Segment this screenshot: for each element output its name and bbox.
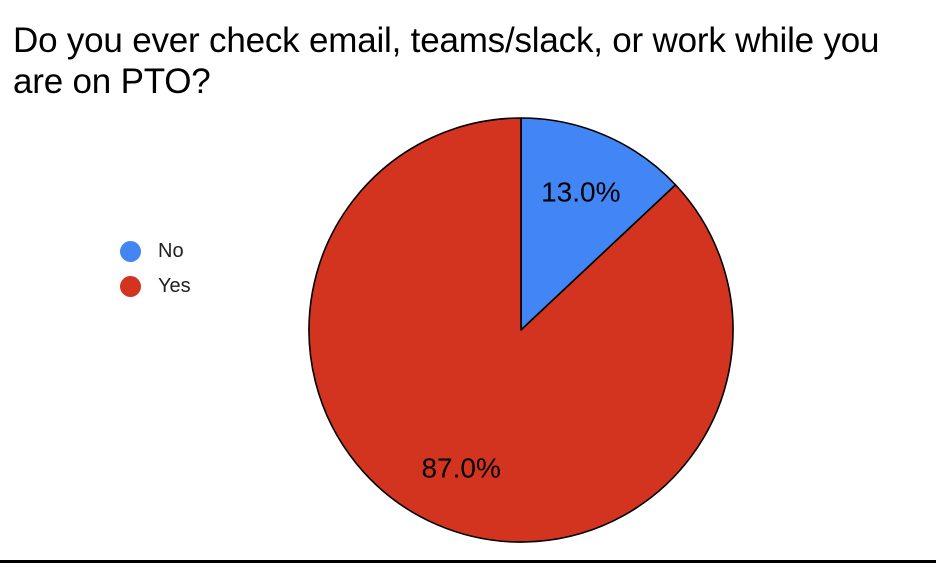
pie-slice-no <box>520 117 677 331</box>
legend-swatch-yes-icon <box>120 276 141 297</box>
pie-slice-yes <box>308 117 734 543</box>
legend-swatch-no-icon <box>120 241 141 262</box>
legend-item-yes: Yes <box>120 269 191 304</box>
slice-label-no: 13.0% <box>541 176 620 207</box>
chart-title: Do you ever check email, teams/slack, or… <box>13 21 880 101</box>
legend-label-no: No <box>158 240 184 262</box>
legend-item-no: No <box>120 234 191 269</box>
pie-slices <box>308 117 734 543</box>
legend: No Yes <box>120 234 191 304</box>
legend-label-yes: Yes <box>158 275 191 297</box>
bottom-border <box>0 560 936 563</box>
slice-label-yes: 87.0% <box>421 453 500 484</box>
